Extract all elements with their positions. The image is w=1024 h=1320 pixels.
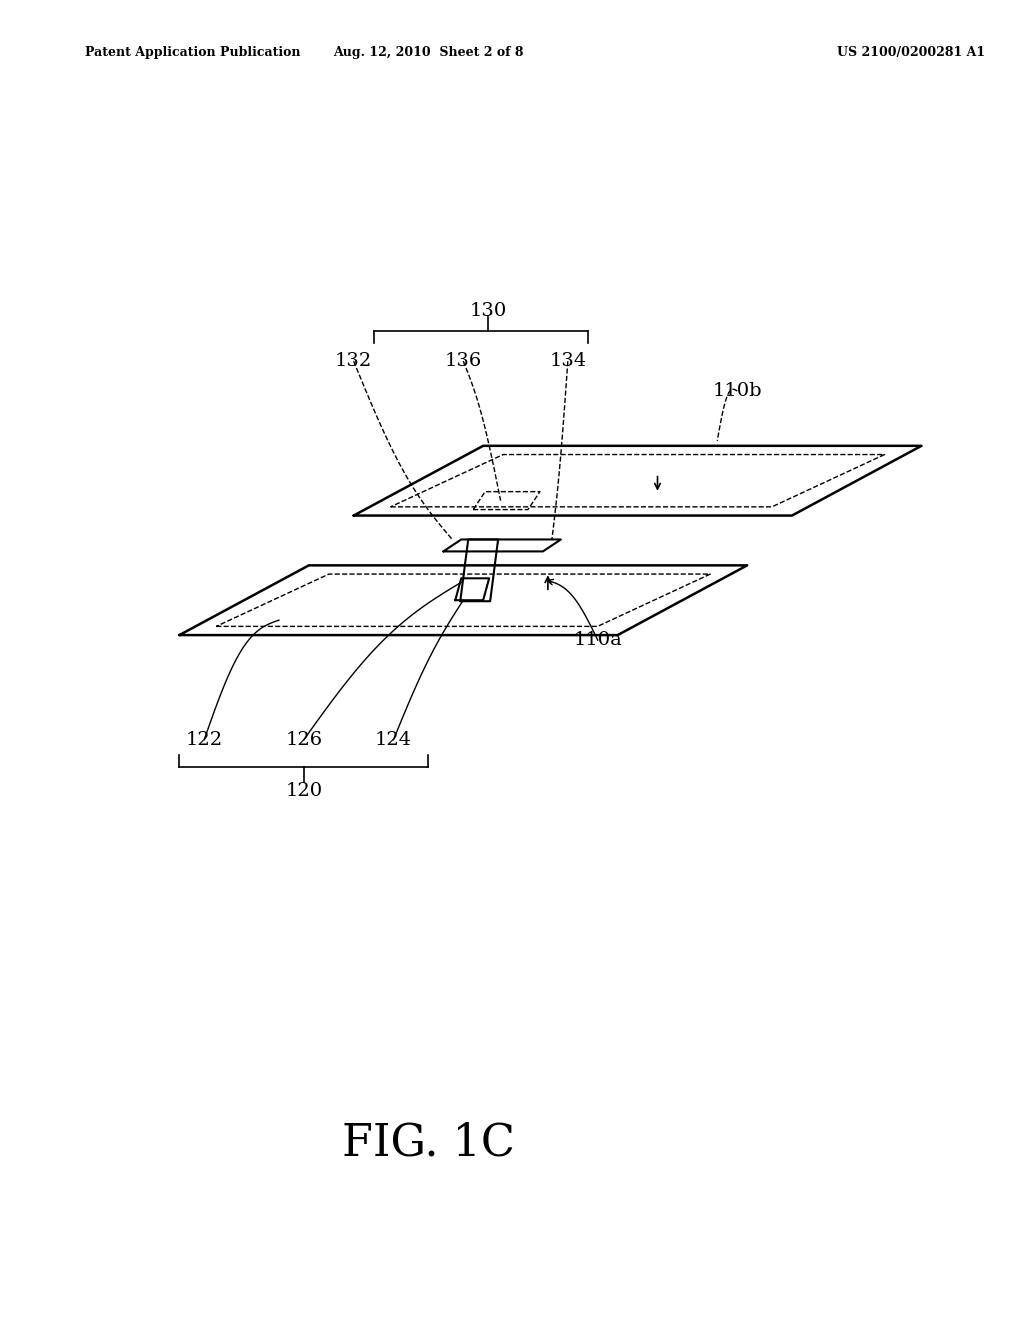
Text: US 2100/0200281 A1: US 2100/0200281 A1 <box>837 46 985 59</box>
Text: 130: 130 <box>470 302 507 321</box>
Text: Patent Application Publication: Patent Application Publication <box>85 46 300 59</box>
Text: 120: 120 <box>286 783 323 800</box>
Text: 124: 124 <box>375 731 412 748</box>
Text: 132: 132 <box>335 352 373 370</box>
Text: 134: 134 <box>549 352 587 370</box>
Text: 136: 136 <box>444 352 482 370</box>
Text: 110b: 110b <box>713 381 762 400</box>
Text: FIG. 1C: FIG. 1C <box>342 1122 515 1164</box>
Text: 126: 126 <box>286 731 323 748</box>
Text: 122: 122 <box>185 731 223 748</box>
Text: Aug. 12, 2010  Sheet 2 of 8: Aug. 12, 2010 Sheet 2 of 8 <box>333 46 523 59</box>
Text: 110a: 110a <box>573 631 623 649</box>
